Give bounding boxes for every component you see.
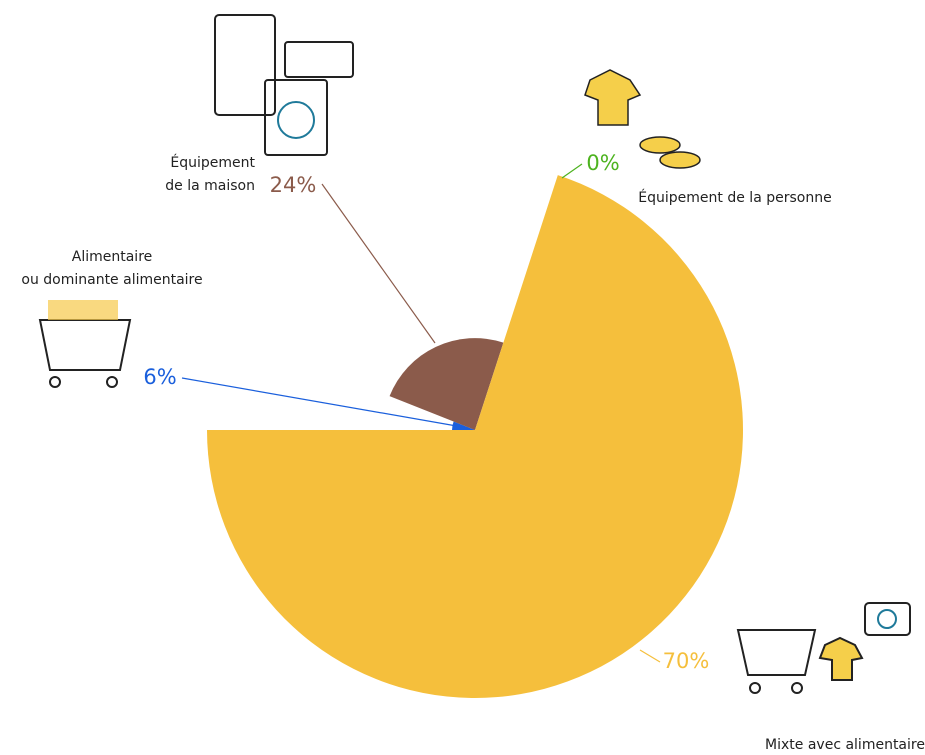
value-label: 70% xyxy=(663,649,710,673)
leader-line xyxy=(181,377,469,429)
value-label: 24% xyxy=(270,173,317,197)
leader-line xyxy=(639,649,661,663)
icon-cart xyxy=(38,300,132,388)
icon-mixed xyxy=(736,602,911,694)
pie-slice xyxy=(389,338,504,430)
pie-slice xyxy=(452,421,475,430)
category-label: de la maison xyxy=(165,178,255,194)
value-label: 0% xyxy=(586,151,619,175)
category-label: ou dominante alimentaire xyxy=(21,272,202,288)
category-label: Équipement de la personne xyxy=(638,189,831,206)
icon-appliances xyxy=(214,14,354,156)
pie-slice xyxy=(207,175,743,699)
value-label: 6% xyxy=(143,365,176,389)
category-label: Mixte avec alimentaire xyxy=(765,737,925,753)
category-label: Équipement xyxy=(170,154,255,171)
leader-line xyxy=(321,183,436,344)
leader-line xyxy=(561,163,583,179)
icon-clothes xyxy=(584,69,701,169)
category-label: Alimentaire xyxy=(72,249,153,265)
